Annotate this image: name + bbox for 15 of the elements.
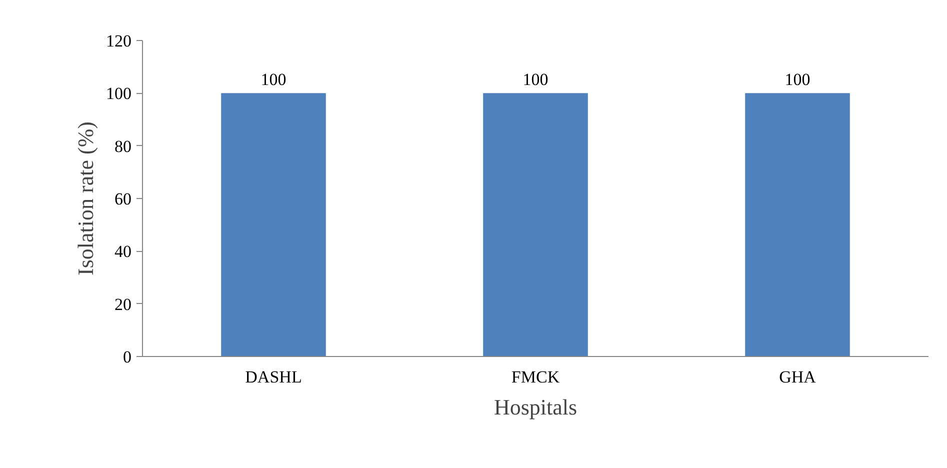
- x-tick-label: DASHL: [245, 368, 302, 386]
- data-label: 100: [784, 70, 810, 90]
- y-tick-label: 120: [106, 32, 132, 50]
- x-axis-title: Hospitals: [494, 394, 578, 420]
- y-tick-label: 60: [114, 190, 132, 208]
- x-tick-label: GHA: [779, 368, 817, 386]
- data-label: 100: [522, 70, 548, 90]
- y-tick-label: 80: [114, 136, 132, 156]
- y-axis-title: Isolation rate (%): [73, 122, 98, 276]
- y-tick-label: 100: [106, 84, 132, 104]
- x-tick-label: FMCK: [511, 368, 560, 386]
- y-tick-label: 40: [114, 242, 132, 262]
- data-label: 100: [260, 70, 286, 90]
- y-tick-label: 20: [114, 294, 132, 314]
- y-tick-label: 0: [123, 348, 132, 366]
